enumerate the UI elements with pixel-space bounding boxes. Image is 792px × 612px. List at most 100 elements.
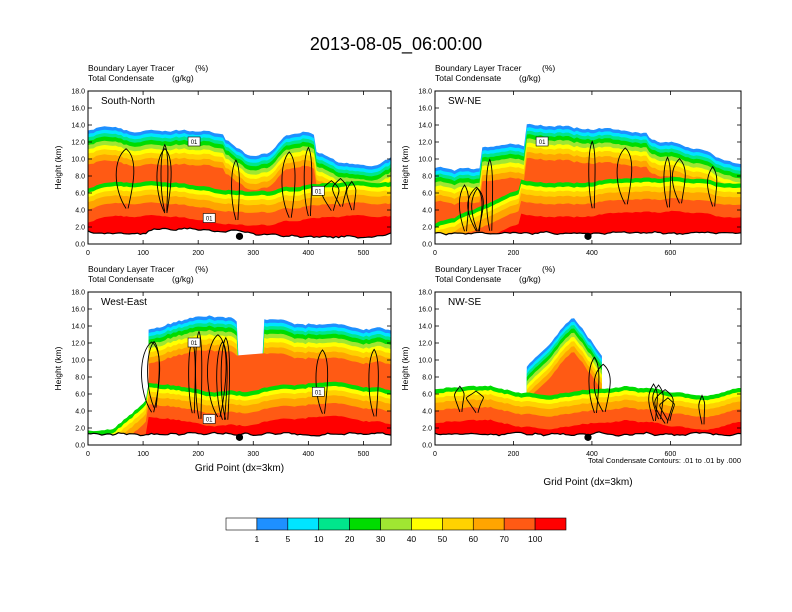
panel-field-title: Boundary Layer Tracer bbox=[88, 264, 175, 274]
plot-frame bbox=[87, 291, 392, 446]
x-tick-label: 0 bbox=[433, 451, 437, 458]
panel-field-unit: (%) bbox=[542, 264, 555, 274]
y-tick-label: 14.0 bbox=[418, 123, 432, 130]
location-marker bbox=[584, 433, 592, 441]
condensate-contour bbox=[588, 140, 596, 209]
y-tick-label: 14.0 bbox=[418, 324, 432, 331]
condensate-contour bbox=[207, 334, 227, 418]
y-tick-label: 8.0 bbox=[422, 174, 432, 181]
colorbar-swatch bbox=[380, 517, 412, 531]
contour-label: 01 bbox=[191, 140, 198, 146]
y-tick-label: 14.0 bbox=[71, 123, 85, 130]
x-tick-label: 600 bbox=[665, 250, 677, 257]
contour-label-box bbox=[311, 186, 325, 196]
y-tick-label: 10.0 bbox=[71, 358, 85, 365]
y-axis-label: Height (km) bbox=[400, 145, 410, 189]
condensate-contour bbox=[588, 356, 600, 414]
x-axis-label: Grid Point (dx=3km) bbox=[195, 463, 284, 474]
x-tick-label: 400 bbox=[303, 451, 315, 458]
condensate-contour bbox=[485, 158, 494, 231]
y-tick-label: 2.0 bbox=[422, 225, 432, 232]
panel-label: South-North bbox=[101, 96, 155, 107]
colorbar-swatch bbox=[442, 517, 474, 531]
location-marker bbox=[584, 232, 592, 240]
panel-label: West-East bbox=[101, 297, 147, 308]
y-tick-label: 4.0 bbox=[75, 409, 85, 416]
y-tick-label: 12.0 bbox=[71, 341, 85, 348]
panel-label: NW-SE bbox=[448, 297, 481, 308]
figure-title: 2013-08-05_06:00:00 bbox=[310, 34, 482, 55]
panel-field-unit: (%) bbox=[195, 264, 208, 274]
condensate-contour bbox=[346, 180, 357, 211]
condensate-contour bbox=[332, 177, 348, 207]
y-tick-label: 16.0 bbox=[71, 106, 85, 113]
y-tick-label: 0.0 bbox=[422, 443, 432, 450]
plot-frame bbox=[434, 291, 742, 446]
y-tick-label: 6.0 bbox=[422, 191, 432, 198]
contour-label-box bbox=[535, 136, 549, 147]
condensate-contour bbox=[220, 336, 230, 420]
condensate-contour bbox=[671, 157, 686, 204]
y-tick-label: 4.0 bbox=[422, 208, 432, 215]
contour-label-box bbox=[187, 337, 201, 348]
y-tick-label: 18.0 bbox=[418, 290, 432, 297]
x-tick-label: 0 bbox=[86, 451, 90, 458]
tracer-field bbox=[88, 126, 391, 244]
colorbar-label: 30 bbox=[376, 534, 386, 544]
colorbar-label: 10 bbox=[314, 534, 324, 544]
x-tick-label: 100 bbox=[137, 250, 149, 257]
colorbar-swatch bbox=[411, 517, 443, 531]
y-tick-label: 10.0 bbox=[418, 358, 432, 365]
x-tick-label: 100 bbox=[137, 451, 149, 458]
panel-contour-unit: (g/kg) bbox=[519, 274, 541, 284]
condensate-contours bbox=[115, 143, 357, 221]
y-tick-label: 6.0 bbox=[75, 392, 85, 399]
plot-frame bbox=[434, 90, 742, 245]
colorbar: 1 5 10 20 30 40 50 60 70 100 bbox=[225, 517, 567, 544]
condensate-contour bbox=[698, 394, 706, 425]
y-tick-label: 6.0 bbox=[75, 191, 85, 198]
y-tick-label: 10.0 bbox=[418, 157, 432, 164]
y-tick-label: 10.0 bbox=[71, 157, 85, 164]
panel-field-title: Boundary Layer Tracer bbox=[88, 63, 175, 73]
colorbar-swatch bbox=[472, 517, 505, 531]
y-tick-label: 12.0 bbox=[418, 341, 432, 348]
x-tick-label: 200 bbox=[508, 451, 520, 458]
condensate-contour bbox=[156, 147, 172, 214]
colorbar-swatch bbox=[534, 517, 567, 531]
tracer-level-8 bbox=[435, 157, 733, 239]
condensate-contours bbox=[454, 356, 706, 425]
panels: 01 01 0 10.0 2.0 4.0 6.0 8.0 10.0 12.0 14.0 16.0 18.… bbox=[53, 63, 742, 488]
panel-contour-title: Total Condensate bbox=[88, 274, 154, 284]
y-tick-label: 16.0 bbox=[71, 307, 85, 314]
y-tick-label: 14.0 bbox=[71, 324, 85, 331]
location-marker bbox=[235, 232, 244, 240]
x-tick-label: 200 bbox=[192, 451, 204, 458]
chart-panel-3: 0.0 2.0 4.0 6.0 8.0 10.0 12.0 14.0 16.0 18.0 0 200 4… bbox=[400, 264, 742, 488]
y-tick-label: 12.0 bbox=[418, 140, 432, 147]
colorbar-label: 60 bbox=[469, 534, 479, 544]
y-tick-label: 16.0 bbox=[418, 307, 432, 314]
tracer-field bbox=[435, 318, 741, 445]
condensate-contour bbox=[663, 156, 671, 208]
x-tick-label: 200 bbox=[192, 250, 204, 257]
contour-label: 01 bbox=[206, 217, 213, 223]
panel-field-title: Boundary Layer Tracer bbox=[435, 264, 522, 274]
condensate-contour bbox=[147, 340, 160, 408]
x-tick-label: 500 bbox=[358, 250, 370, 257]
y-axis-label: Height (km) bbox=[400, 346, 410, 390]
panel-label: SW-NE bbox=[448, 96, 481, 107]
condensate-contour bbox=[303, 146, 313, 217]
condensate-contour bbox=[231, 159, 240, 221]
condensate-contours bbox=[458, 140, 718, 232]
condensate-contour bbox=[616, 147, 633, 205]
colorbar-label: 20 bbox=[345, 534, 355, 544]
y-axis-label: Height (km) bbox=[53, 145, 63, 189]
x-tick-label: 0 bbox=[433, 250, 437, 257]
panel-contour-unit: (g/kg) bbox=[172, 274, 194, 284]
condensate-contour bbox=[160, 143, 169, 212]
panel-contour-title: Total Condensate bbox=[435, 73, 501, 83]
y-tick-label: 18.0 bbox=[418, 89, 432, 96]
panel-contour-unit: (g/kg) bbox=[172, 73, 194, 83]
condensate-contour bbox=[195, 330, 203, 419]
